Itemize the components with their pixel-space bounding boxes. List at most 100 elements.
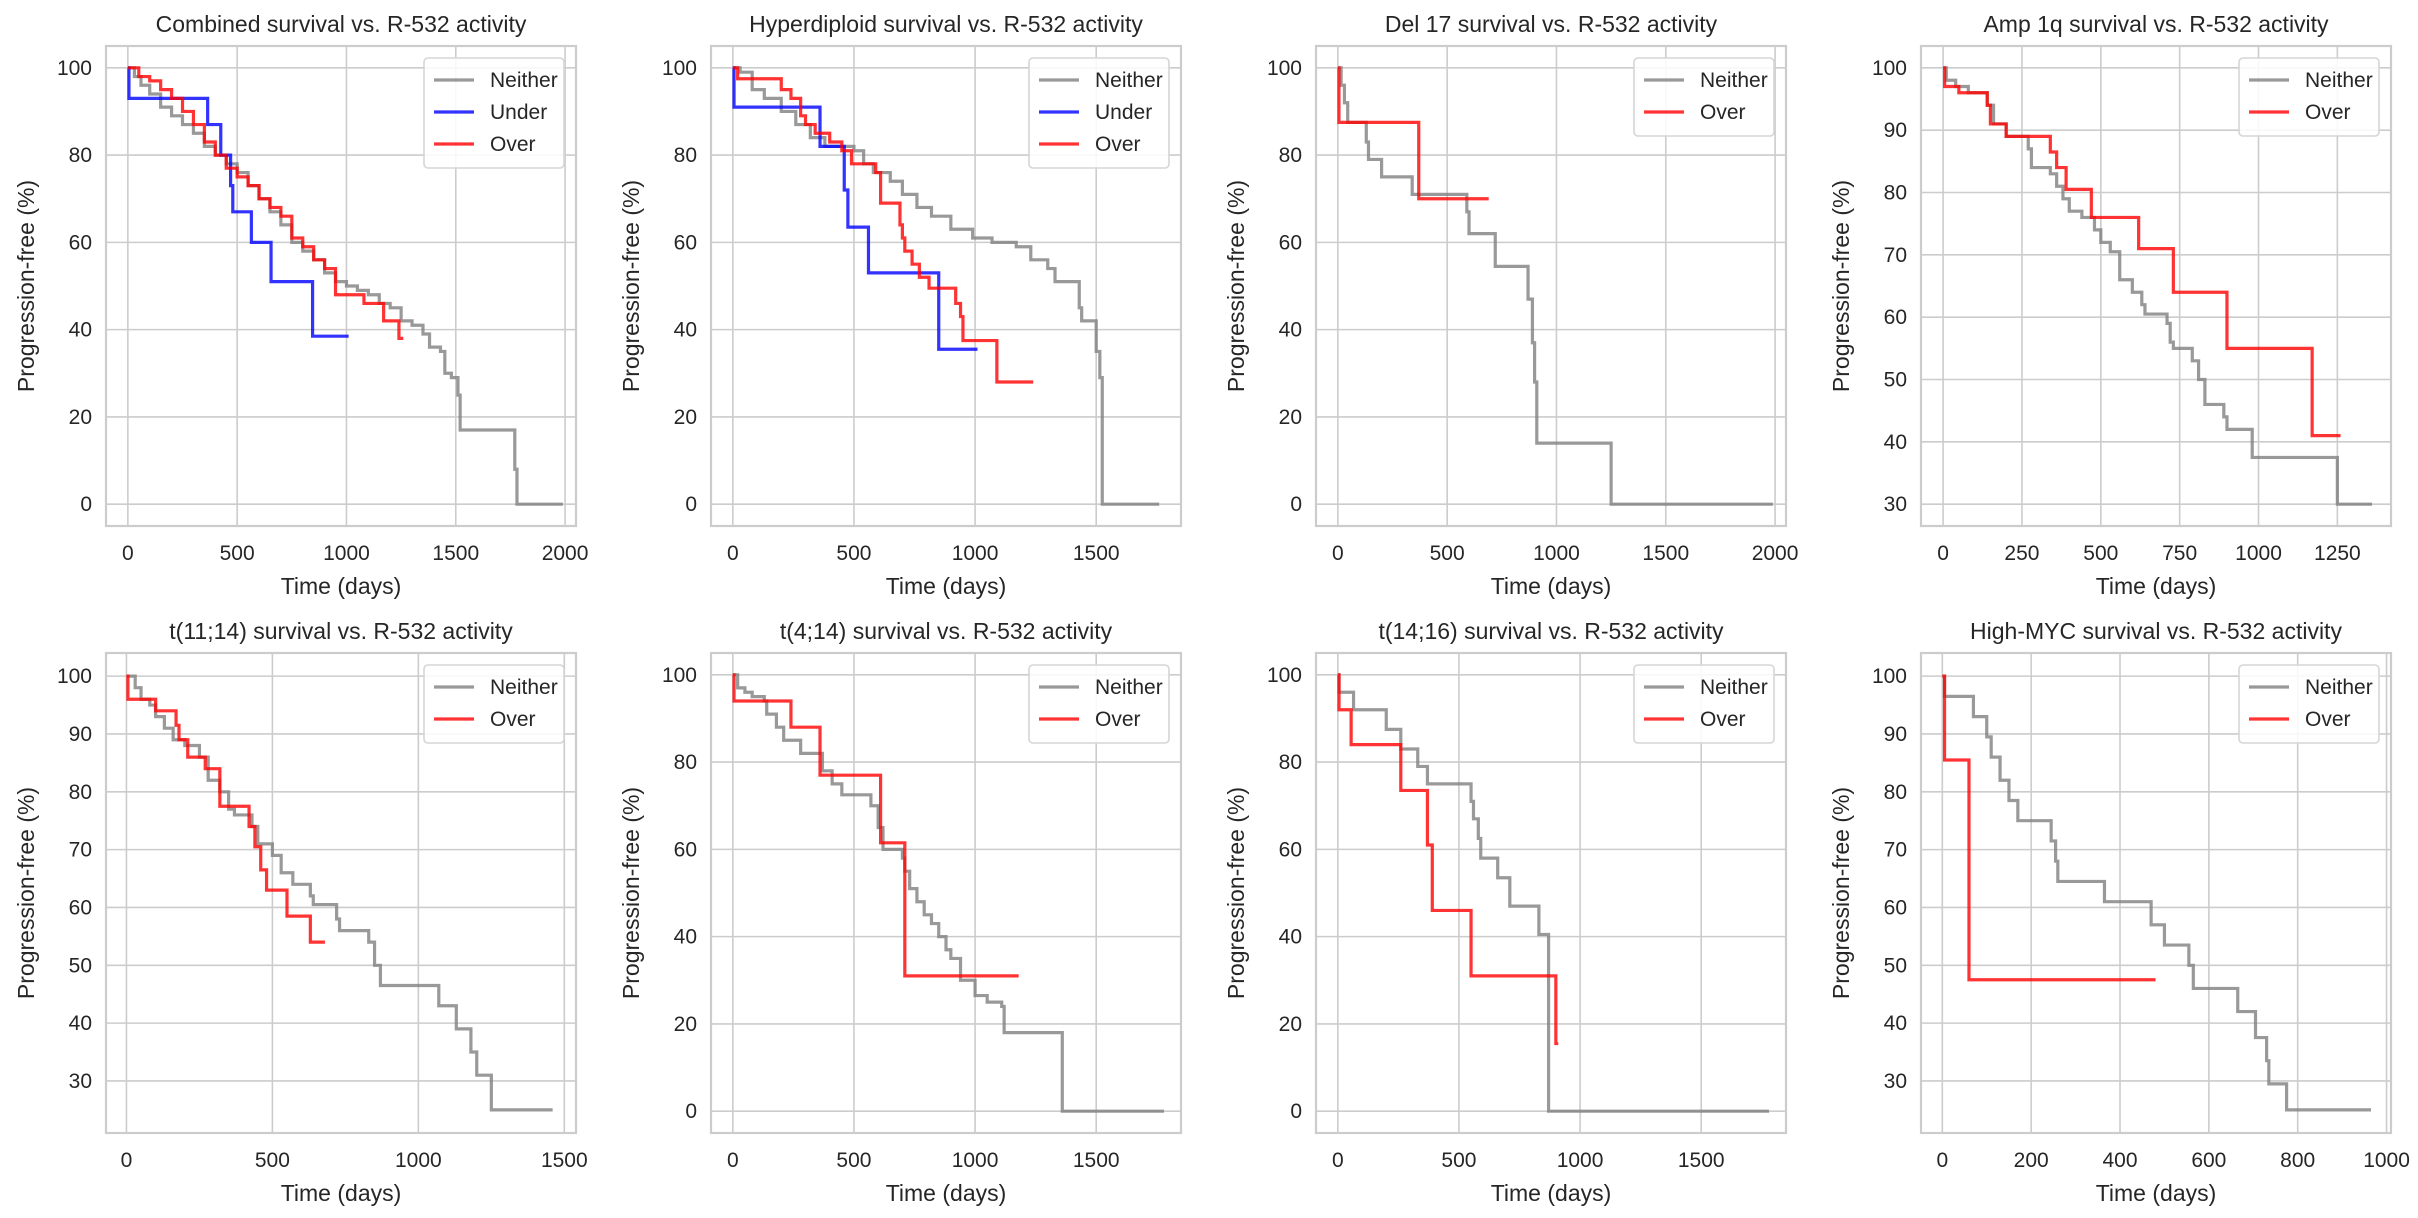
x-tick-label: 500: [255, 1149, 290, 1172]
chart-title: High-MYC survival vs. R-532 activity: [1970, 618, 2342, 644]
plot-frame: [104, 44, 578, 528]
y-tick-label: 80: [1884, 781, 1907, 804]
x-tick-label: 1000: [952, 542, 999, 565]
x-tick-label: 1000: [1533, 542, 1580, 565]
x-tick-label: 2000: [542, 542, 589, 565]
plot-frame: [1919, 44, 2393, 528]
x-tick-label: 1500: [1073, 542, 1120, 565]
x-tick-label: 1500: [1678, 1149, 1725, 1172]
chart-panel-3: Del 17 survival vs. R-532 activity 0 500 10…: [1223, 11, 1799, 599]
x-tick-label: 750: [2162, 542, 2197, 565]
legend-box: [1633, 664, 1775, 744]
y-tick-label: 20: [674, 406, 697, 429]
series-neither-curve: [1942, 674, 2372, 1112]
y-axis-label: Progression-free (%): [618, 787, 644, 999]
y-tick-label: 0: [80, 493, 92, 516]
plot-frame: [1314, 44, 1788, 528]
x-tick-label: 1000: [2363, 1149, 2410, 1172]
x-axis-label: Time (days): [2096, 1180, 2217, 1206]
legend: Neither Over: [423, 664, 565, 744]
legend-label-over: Over: [490, 133, 536, 156]
legend: Neither Under Over: [1028, 57, 1170, 169]
x-tick-label: 0: [1936, 1149, 1948, 1172]
y-tick-label: 60: [1279, 838, 1302, 861]
y-tick-label: 40: [69, 319, 92, 342]
y-tick-label: 80: [69, 144, 92, 167]
y-tick-label: 0: [685, 493, 697, 516]
chart-title: t(14;16) survival vs. R-532 activity: [1378, 618, 1724, 644]
legend-label-over: Over: [1095, 708, 1141, 731]
y-tick-label: 30: [69, 1070, 92, 1093]
y-tick-label: 90: [1884, 119, 1907, 142]
series-over-curve: [732, 66, 1034, 384]
series-over-curve: [1337, 66, 1489, 201]
y-tick-label: 60: [69, 231, 92, 254]
legend-label-neither: Neither: [490, 676, 558, 699]
x-tick-label: 500: [1430, 542, 1465, 565]
legend-label-under: Under: [490, 101, 547, 124]
y-tick-label: 60: [1279, 231, 1302, 254]
y-tick-label: 20: [674, 1013, 697, 1036]
x-tick-label: 1000: [1557, 1149, 1604, 1172]
series-neither-curve: [1337, 66, 1773, 506]
x-tick-label: 1000: [323, 542, 370, 565]
x-axis-label: Time (days): [281, 573, 402, 599]
y-tick-label: 50: [69, 954, 92, 977]
legend-box: [2238, 57, 2380, 137]
x-tick-label: 500: [2083, 542, 2118, 565]
x-tick-label: 500: [1441, 1149, 1476, 1172]
plot-frame: [709, 44, 1183, 528]
legend-label-neither: Neither: [1095, 676, 1163, 699]
plot-frame: [1314, 651, 1788, 1135]
x-tick-label: 1000: [952, 1149, 999, 1172]
chart-panel-8: High-MYC survival vs. R-532 activity 0 200…: [1828, 618, 2410, 1206]
series-over-curve: [732, 673, 1019, 978]
y-tick-label: 80: [674, 144, 697, 167]
plot-frame: [709, 651, 1183, 1135]
legend-label-neither: Neither: [1095, 69, 1163, 92]
x-tick-label: 250: [2004, 542, 2039, 565]
y-tick-label: 100: [662, 57, 697, 80]
y-tick-label: 60: [674, 231, 697, 254]
y-tick-label: 100: [1872, 665, 1907, 688]
x-tick-label: 500: [836, 1149, 871, 1172]
y-tick-label: 40: [1884, 1012, 1907, 1035]
series-over-curve: [1943, 66, 2341, 438]
y-tick-label: 70: [1884, 244, 1907, 267]
y-tick-label: 0: [1290, 493, 1302, 516]
series-neither-curve: [732, 673, 1165, 1113]
chart-title: Del 17 survival vs. R-532 activity: [1385, 11, 1718, 37]
legend-box: [1028, 664, 1170, 744]
y-tick-label: 0: [1290, 1100, 1302, 1123]
y-tick-label: 30: [1884, 493, 1907, 516]
y-axis-label: Progression-free (%): [1828, 180, 1854, 392]
y-tick-label: 90: [1884, 723, 1907, 746]
legend-label-over: Over: [1700, 708, 1746, 731]
y-axis-label: Progression-free (%): [13, 787, 39, 999]
x-tick-label: 500: [220, 542, 255, 565]
y-tick-label: 80: [69, 781, 92, 804]
chart-panel-6: t(4;14) survival vs. R-532 activity 0 500 1…: [618, 618, 1183, 1206]
legend-label-over: Over: [2305, 101, 2351, 124]
chart-title: Combined survival vs. R-532 activity: [156, 11, 527, 37]
x-tick-label: 0: [1332, 542, 1344, 565]
x-tick-label: 1500: [432, 542, 479, 565]
series-over-curve: [126, 674, 325, 944]
x-tick-label: 0: [1937, 542, 1949, 565]
y-tick-label: 40: [1279, 926, 1302, 949]
legend: Neither Over: [2238, 664, 2380, 744]
legend-label-neither: Neither: [1700, 676, 1768, 699]
y-tick-label: 60: [674, 838, 697, 861]
x-tick-label: 1500: [1073, 1149, 1120, 1172]
series-over-curve: [1942, 674, 2156, 982]
legend-box: [1633, 57, 1775, 137]
y-tick-label: 70: [1884, 839, 1907, 862]
y-tick-label: 60: [1884, 896, 1907, 919]
x-tick-label: 800: [2280, 1149, 2315, 1172]
legend-label-under: Under: [1095, 101, 1152, 124]
y-tick-label: 20: [1279, 1013, 1302, 1036]
legend-label-over: Over: [490, 708, 536, 731]
legend-label-neither: Neither: [1700, 69, 1768, 92]
x-tick-label: 2000: [1752, 542, 1799, 565]
